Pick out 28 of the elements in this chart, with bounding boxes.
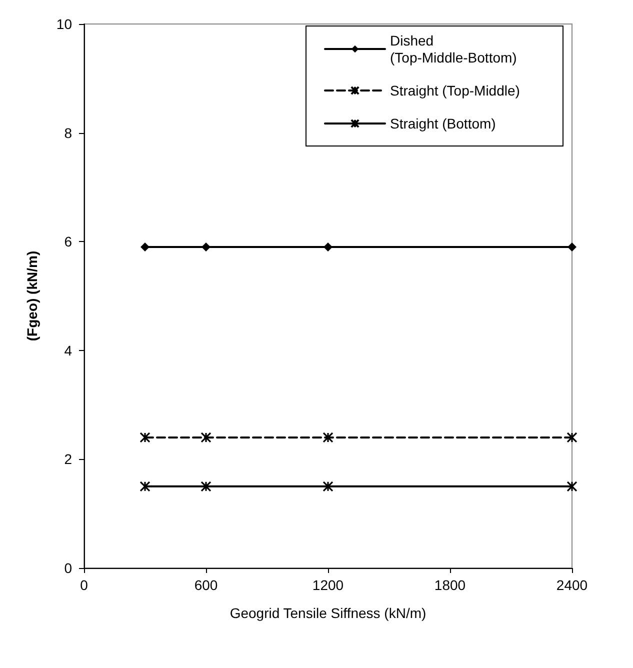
x-tick-label: 1200: [312, 577, 344, 593]
y-axis-title: (Fgeo) (kN/m): [24, 250, 40, 342]
point: [324, 242, 332, 252]
y-tick-label: 6: [64, 234, 72, 250]
y-tick-label: 8: [64, 124, 72, 141]
legend-label: Straight (Bottom): [390, 116, 496, 132]
legend-label: Straight (Top-Middle): [390, 82, 520, 98]
x-axis-title: Geogrid Tensile Siffness (kN/m): [230, 605, 426, 621]
point: [568, 242, 576, 252]
x-tick-label: 600: [194, 577, 218, 593]
point: [140, 242, 150, 252]
point: [322, 432, 334, 443]
point: [322, 481, 334, 492]
legend-label: Dished (Top-Middle-Bottom): [390, 32, 517, 66]
x-tick-label: 2400: [556, 577, 588, 593]
point: [140, 481, 150, 492]
x-tick-label: 1800: [434, 577, 466, 593]
y-tick-label: 2: [64, 451, 72, 468]
y-tick-label: 0: [64, 560, 72, 576]
point: [200, 432, 212, 443]
point: [202, 242, 210, 252]
y-tick-label: 10: [56, 16, 72, 32]
point: [140, 432, 150, 443]
point: [566, 432, 578, 443]
point: [566, 481, 578, 492]
x-tick-label: 0: [80, 577, 88, 593]
y-tick-label: 4: [64, 342, 72, 358]
point: [200, 481, 212, 492]
